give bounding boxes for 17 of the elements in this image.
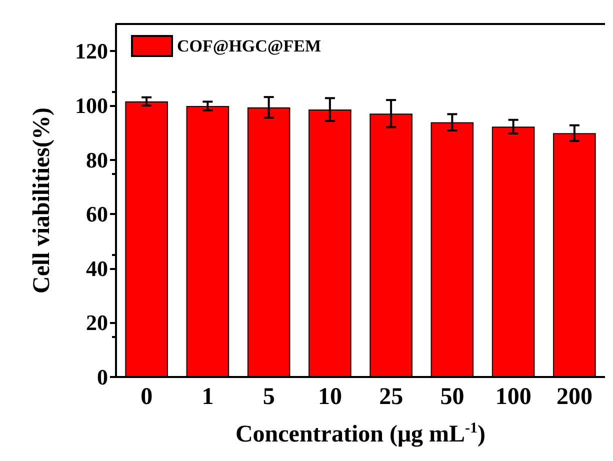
y-tick-label: 60	[86, 202, 108, 227]
y-tick-label: 80	[86, 147, 108, 172]
y-tick-label: 20	[86, 310, 108, 336]
x-tick-label: 0	[140, 384, 153, 410]
x-tick-label: 10	[318, 384, 342, 410]
y-axis-title: Cell viabilities(%)	[29, 108, 55, 294]
x-tick-label: 5	[262, 384, 275, 410]
y-tick-label: 0	[97, 364, 108, 390]
x-tick-label: 100	[495, 384, 532, 410]
y-tick-label: 100	[75, 92, 108, 118]
x-tick-label: 200	[556, 384, 592, 410]
x-tick-label: 25	[379, 384, 404, 410]
x-tick-label: 50	[440, 384, 464, 410]
y-tick-label: 120	[75, 38, 108, 64]
x-tick-label: 1	[202, 384, 214, 410]
legend-label: COF@HGC@FEM	[177, 36, 322, 56]
y-tick-label: 40	[86, 256, 108, 281]
